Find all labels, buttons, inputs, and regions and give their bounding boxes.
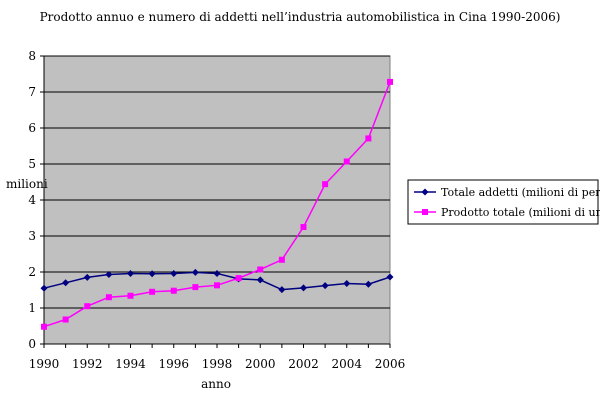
series-2 bbox=[41, 78, 393, 330]
x-tick-label: 1996 bbox=[158, 357, 189, 371]
data-point bbox=[386, 273, 394, 281]
y-tick-label: 7 bbox=[28, 85, 36, 99]
y-tick-label: 6 bbox=[28, 121, 36, 135]
data-point bbox=[364, 280, 372, 288]
y-tick-label: 3 bbox=[28, 229, 36, 243]
data-point bbox=[127, 269, 134, 277]
x-tick-label: 2002 bbox=[288, 357, 319, 371]
x-tick-label: 2006 bbox=[375, 357, 406, 371]
y-tick-label: 1 bbox=[28, 301, 36, 315]
data-point bbox=[41, 323, 47, 330]
data-point bbox=[235, 275, 242, 282]
data-point bbox=[343, 280, 351, 288]
data-point bbox=[148, 270, 156, 278]
data-point bbox=[105, 294, 112, 301]
data-point bbox=[191, 268, 199, 276]
data-point bbox=[214, 282, 220, 289]
data-point bbox=[105, 271, 113, 279]
data-point bbox=[192, 284, 199, 291]
data-point bbox=[343, 158, 350, 165]
data-point bbox=[322, 181, 329, 188]
series-1 bbox=[40, 268, 394, 294]
x-tick-label: 2000 bbox=[245, 357, 276, 371]
data-point bbox=[257, 266, 264, 273]
data-point bbox=[387, 78, 393, 85]
legend-marker bbox=[422, 209, 428, 215]
data-point bbox=[365, 135, 372, 142]
data-point bbox=[278, 256, 285, 263]
data-point bbox=[170, 269, 178, 277]
data-point bbox=[84, 303, 91, 310]
y-tick-label: 8 bbox=[28, 49, 36, 63]
gridlines bbox=[44, 55, 390, 309]
x-tick-label: 1990 bbox=[29, 357, 60, 371]
x-tick-label: 2004 bbox=[331, 357, 362, 371]
x-tick-label: 1994 bbox=[115, 357, 146, 371]
data-point bbox=[300, 224, 307, 230]
y-tick-labels: 0 1 2 3 4 5 6 7 8 bbox=[28, 49, 44, 351]
data-point bbox=[170, 287, 177, 294]
data-point bbox=[83, 273, 91, 281]
x-tick-labels: 1990 1992 1994 1996 1998 2000 2002 2004 2006 bbox=[29, 344, 406, 371]
y-tick-label: 5 bbox=[28, 157, 36, 171]
chart-title: Prodotto annuo e numero di addetti nell’… bbox=[40, 10, 561, 24]
series-layer bbox=[40, 78, 394, 330]
data-point bbox=[278, 286, 286, 294]
data-point bbox=[213, 269, 221, 277]
legend: Totale addetti (milioni di persone) Prodo… bbox=[407, 179, 600, 225]
legend-marker bbox=[421, 188, 429, 196]
legend-label: Totale addetti (milioni di persone) bbox=[441, 186, 600, 199]
data-point bbox=[62, 316, 69, 323]
data-point bbox=[256, 276, 264, 284]
x-tick-label: 1992 bbox=[72, 357, 103, 371]
data-point bbox=[62, 279, 70, 287]
legend-box bbox=[407, 179, 599, 225]
data-point bbox=[40, 284, 48, 292]
y-tick-label: 0 bbox=[28, 337, 36, 351]
y-tick-label: 4 bbox=[28, 193, 36, 207]
x-tick-label: 1998 bbox=[202, 357, 233, 371]
data-point bbox=[127, 292, 134, 299]
data-point bbox=[300, 284, 307, 292]
y-tick-label: 2 bbox=[28, 265, 36, 279]
x-axis-title: anno bbox=[201, 377, 231, 391]
legend-label: Prodotto totale (milioni di unità) bbox=[441, 206, 600, 219]
y-axis-title: milioni bbox=[6, 177, 48, 191]
data-point bbox=[149, 288, 156, 295]
data-point bbox=[321, 282, 329, 290]
